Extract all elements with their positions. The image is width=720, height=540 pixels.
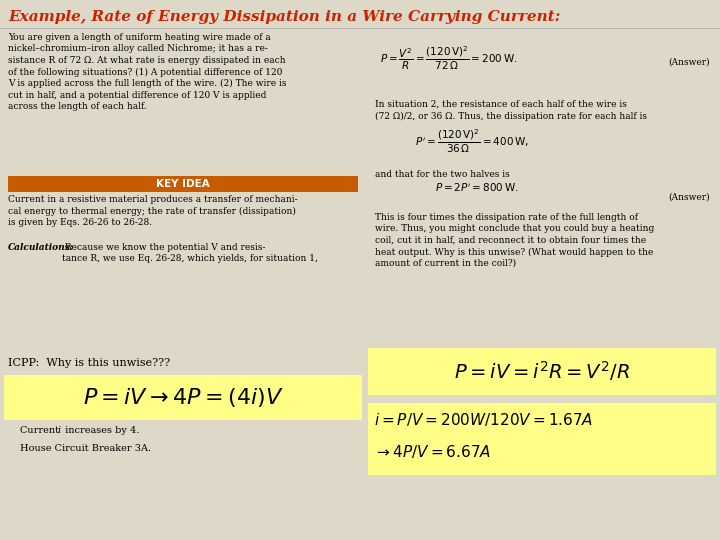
Text: (Answer): (Answer)	[668, 58, 710, 67]
Text: $P = iV \rightarrow 4P = (4i)V$: $P = iV \rightarrow 4P = (4i)V$	[83, 386, 283, 409]
Text: Current in a resistive material produces a transfer of mechani-
cal energy to th: Current in a resistive material produces…	[8, 195, 297, 227]
Text: This is four times the dissipation rate of the full length of
wire. Thus, you mi: This is four times the dissipation rate …	[375, 213, 654, 268]
Text: $i = P/V = 200W/120V = 1.67A$: $i = P/V = 200W/120V = 1.67A$	[374, 411, 593, 428]
FancyBboxPatch shape	[368, 403, 716, 475]
FancyBboxPatch shape	[4, 375, 362, 420]
Text: Current: Current	[20, 426, 62, 435]
Text: $P = 2P' = 800\,\mathrm{W.}$: $P = 2P' = 800\,\mathrm{W.}$	[435, 182, 518, 194]
Text: ICPP:  Why is this unwise???: ICPP: Why is this unwise???	[8, 358, 170, 368]
Text: $P' = \dfrac{(120\,\mathrm{V})^2}{36\,\Omega} = 400\,\mathrm{W},$: $P' = \dfrac{(120\,\mathrm{V})^2}{36\,\O…	[415, 128, 529, 155]
FancyBboxPatch shape	[8, 176, 358, 192]
Text: $P = iV = i^2R = V^2/R$: $P = iV = i^2R = V^2/R$	[454, 360, 630, 383]
Text: KEY IDEA: KEY IDEA	[156, 179, 210, 189]
Text: $\rightarrow 4P/V = 6.67A$: $\rightarrow 4P/V = 6.67A$	[374, 443, 491, 460]
Text: Calculations:: Calculations:	[8, 243, 74, 252]
Text: House Circuit Breaker 3A.: House Circuit Breaker 3A.	[20, 444, 151, 453]
Text: $P = \dfrac{V^2}{R} = \dfrac{(120\,\mathrm{V})^2}{72\,\Omega} = 200\,\mathrm{W.}: $P = \dfrac{V^2}{R} = \dfrac{(120\,\math…	[380, 45, 518, 72]
Text: You are given a length of uniform heating wire made of a
nickel–chromium–iron al: You are given a length of uniform heatin…	[8, 33, 287, 111]
Text: (Answer): (Answer)	[668, 193, 710, 202]
Text: Because we know the potential V and resis-
tance R, we use Eq. 26-28, which yiel: Because we know the potential V and resi…	[62, 243, 318, 264]
Text: Example, Rate of Energy Dissipation in a Wire Carrying Current:: Example, Rate of Energy Dissipation in a…	[8, 10, 560, 24]
Text: i: i	[57, 426, 60, 435]
Text: increases by 4.: increases by 4.	[62, 426, 140, 435]
Text: In situation 2, the resistance of each half of the wire is
(72 Ω)/2, or 36 Ω. Th: In situation 2, the resistance of each h…	[375, 100, 647, 120]
Text: and that for the two halves is: and that for the two halves is	[375, 170, 510, 179]
FancyBboxPatch shape	[368, 348, 716, 395]
